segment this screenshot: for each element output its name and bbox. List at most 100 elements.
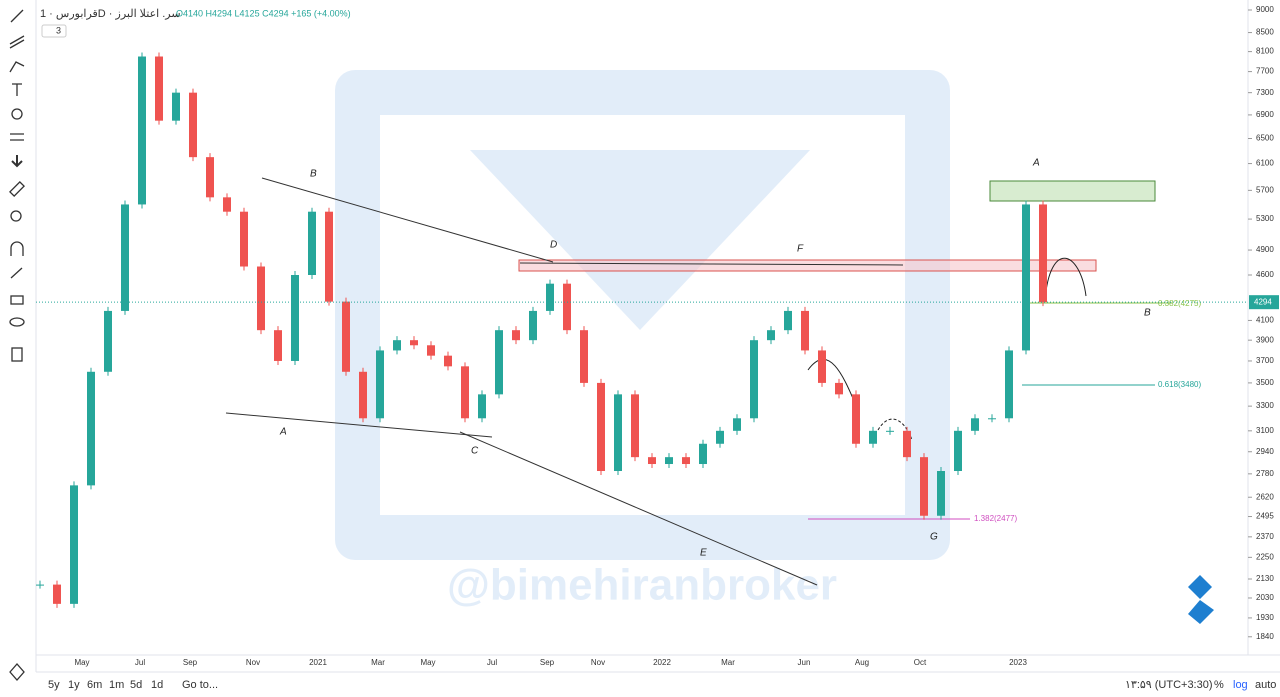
tool-fork[interactable] — [9, 35, 25, 49]
candle — [546, 283, 554, 311]
candle — [342, 301, 350, 372]
y-tick-label: 6100 — [1256, 159, 1274, 168]
left-toolbar — [0, 0, 37, 681]
symbol[interactable]: قرابورس · 1D · سر. اعتلا البرز — [40, 8, 181, 20]
range-button[interactable]: 6m — [87, 679, 102, 691]
candle — [359, 371, 367, 419]
candle — [87, 371, 95, 486]
candle — [291, 275, 299, 361]
broker-logo — [1188, 575, 1214, 624]
y-tick-label: 2130 — [1256, 574, 1274, 583]
x-tick-label: Mar — [371, 658, 385, 667]
tool-eye[interactable] — [9, 317, 25, 327]
tool-magnet[interactable] — [10, 241, 24, 256]
auto-toggle[interactable]: auto — [1255, 679, 1276, 691]
candle — [886, 430, 894, 432]
y-tick-label: 2940 — [1256, 447, 1274, 456]
candle — [53, 584, 61, 604]
range-button[interactable]: 1y — [68, 679, 80, 691]
range-button[interactable]: 1d — [151, 679, 163, 691]
trend-line — [225, 412, 493, 438]
candle — [869, 430, 877, 444]
x-tick-label: 2022 — [653, 658, 671, 667]
y-tick-label: 6900 — [1256, 110, 1274, 119]
y-tick-label: 2620 — [1256, 492, 1274, 501]
watermark-logo — [335, 70, 950, 560]
y-tick-label: 7700 — [1256, 67, 1274, 76]
fib-label: 0.382(4275) — [1158, 299, 1201, 308]
candle — [631, 394, 639, 458]
candle — [104, 310, 112, 372]
tool-trash[interactable] — [11, 347, 23, 362]
last-price-label: 4294 — [1254, 297, 1272, 306]
y-tick-label: 5700 — [1256, 185, 1274, 194]
candle — [665, 457, 673, 465]
candle — [801, 310, 809, 351]
y-tick-label: 1840 — [1256, 632, 1274, 641]
tool-lock-draw[interactable] — [10, 267, 23, 279]
y-tick-label: 5300 — [1256, 214, 1274, 223]
tool-text[interactable] — [12, 83, 22, 96]
y-tick-label: 3300 — [1256, 401, 1274, 410]
candle — [512, 330, 520, 341]
y-tick-label: 2370 — [1256, 532, 1274, 541]
candle — [903, 430, 911, 458]
candle — [937, 471, 945, 516]
goto[interactable]: Go to... — [182, 679, 218, 691]
ohlc: O4140 H4294 L4125 C4294 +165 (+4.00%) — [176, 8, 351, 18]
tool-fib[interactable] — [10, 133, 24, 141]
tool-lock[interactable] — [10, 295, 24, 305]
candle — [852, 394, 860, 444]
x-tick-label: Nov — [246, 658, 260, 667]
log-toggle[interactable]: log — [1233, 679, 1248, 691]
candle — [223, 197, 231, 212]
indicator-toggle[interactable] — [41, 24, 67, 38]
tool-arrow[interactable] — [11, 155, 23, 168]
candle — [988, 418, 996, 420]
annotation: C — [471, 446, 479, 457]
candle — [206, 157, 214, 198]
fib-label: 1.382(2477) — [974, 514, 1017, 523]
range-button[interactable]: 5d — [130, 679, 142, 691]
tool-zoom[interactable] — [10, 210, 22, 222]
watermark: @bimehiranbroker — [447, 561, 837, 610]
tool-brush[interactable] — [9, 61, 25, 73]
candle — [325, 211, 333, 302]
candle — [1005, 350, 1013, 419]
candle — [444, 355, 452, 367]
candle — [1022, 204, 1030, 351]
tool-layers[interactable] — [9, 663, 25, 681]
candle — [393, 340, 401, 351]
target-zone — [989, 180, 1156, 202]
x-tick-label: Nov — [591, 658, 605, 667]
range-button[interactable]: 1m — [109, 679, 124, 691]
candle — [410, 340, 418, 346]
candle — [682, 457, 690, 465]
candle — [750, 340, 758, 419]
x-tick-label: May — [74, 658, 89, 667]
x-tick-label: 2023 — [1009, 658, 1027, 667]
candle — [784, 310, 792, 331]
y-tick-label: 1930 — [1256, 613, 1274, 622]
tool-line[interactable] — [10, 9, 24, 23]
tool-pattern[interactable] — [11, 108, 23, 120]
y-tick-label: 8500 — [1256, 28, 1274, 37]
clock: ۱۳:۵۹ (UTC+3:30) — [1125, 679, 1213, 691]
candle — [240, 211, 248, 267]
resistance-zone — [518, 259, 1097, 272]
y-tick-label: 3100 — [1256, 426, 1274, 435]
indicator-count: 3 — [56, 25, 61, 35]
drawings — [225, 177, 1172, 586]
range-button[interactable]: 5y — [48, 679, 60, 691]
annotation: F — [797, 244, 804, 255]
percent-toggle[interactable]: % — [1214, 679, 1224, 691]
annotation: B — [1144, 308, 1151, 319]
candle — [1039, 204, 1047, 303]
y-tick-label: 8100 — [1256, 47, 1274, 56]
candle — [580, 330, 588, 383]
candle — [971, 418, 979, 431]
tool-ruler[interactable] — [9, 181, 25, 197]
candle — [121, 204, 129, 311]
x-tick-label: 2021 — [309, 658, 327, 667]
trend-line — [519, 262, 904, 266]
